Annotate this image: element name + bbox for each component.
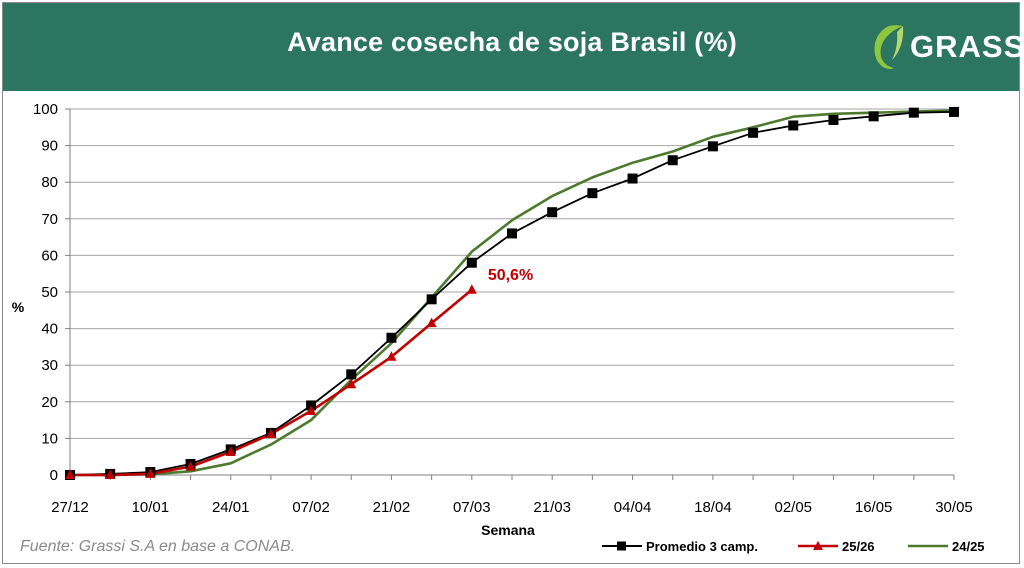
legend-swatch-promedio [602,541,642,551]
marker-point [265,428,276,439]
x-axis-ticks: 27/12 10/01 24/01 07/02 21/02 07/03 21/03 04/04… [51,475,973,516]
marker-point [949,106,959,117]
x-tick-label: 02/05 [774,499,812,516]
marker-point [346,378,357,389]
series-markers [65,106,959,480]
y-axis-label: % [12,299,25,315]
series-line-24-25 [70,109,955,477]
legend-swatch-2526 [798,541,838,550]
y-tick-label-20: 20 [41,394,58,411]
marker-point [185,461,196,471]
y-tick-label-10: 10 [41,430,58,447]
legend-swatch-2425 [908,544,948,548]
marker-point [426,294,437,305]
gridlines [70,108,954,476]
legend-label-2526: 25/26 [842,539,875,554]
chart-header [3,3,1019,91]
legend-label-2425: 24/25 [952,539,985,554]
x-tick-label: 24/01 [212,499,250,516]
legend-label-promedio: Promedio 3 camp. [646,539,758,554]
y-tick-label-50: 50 [41,284,58,301]
marker-point [627,173,638,184]
y-tick-label-70: 70 [41,211,58,228]
y-tick-label-80: 80 [41,174,58,191]
marker-point [707,141,718,152]
marker-point [466,257,477,268]
leaf-icon [874,25,904,69]
series-line-promedio-3-camp- [69,111,955,476]
x-tick-label: 07/03 [453,499,491,516]
brand-name: GRASSI [910,29,1024,64]
marker-point [587,188,598,199]
marker-point [225,446,236,456]
y-tick-label-100: 100 [33,101,58,118]
x-tick-label: 27/12 [51,499,89,516]
marker-point [145,468,156,478]
marker-point [507,228,517,239]
marker-point [547,207,558,218]
y-axis-ticks: 0 10 20 30 40 50 60 70 80 90 100 [33,101,70,484]
x-tick-label: 30/05 [935,499,973,516]
x-tick-label: 04/04 [614,499,652,516]
marker-point [426,317,437,328]
marker-point [386,351,397,361]
y-tick-label-90: 90 [41,138,58,155]
marker-point [65,469,75,479]
marker-point [466,284,477,294]
marker-point [346,369,357,380]
y-tick-label-0: 0 [50,467,58,484]
marker-point [828,114,839,125]
y-tick-label-40: 40 [41,321,58,338]
x-tick-label: 10/01 [132,499,170,516]
x-axis-label: Semana [481,522,535,538]
annotation-last-value: 50,6% [488,267,533,284]
marker-point [868,111,879,122]
chart-title: Avance cosecha de soja Brasil (%) [287,27,737,57]
marker-point [306,405,317,415]
source-note: Fuente: Grassi S.A en base a CONAB. [20,538,296,555]
marker-point [748,127,759,138]
x-tick-label: 07/02 [292,499,330,516]
x-tick-label: 18/04 [694,499,732,516]
x-tick-label: 21/03 [533,499,571,516]
marker-point [788,120,799,131]
marker-point [667,155,678,166]
y-tick-label-30: 30 [41,357,58,374]
x-tick-label: 21/02 [373,499,411,516]
marker-point [105,469,116,479]
marker-point [386,332,397,343]
y-tick-label-60: 60 [41,247,58,264]
x-tick-label: 16/05 [855,499,893,516]
marker-point [908,107,919,118]
grassi-logo: GRASSI [870,22,1024,74]
series-lines [69,109,955,477]
